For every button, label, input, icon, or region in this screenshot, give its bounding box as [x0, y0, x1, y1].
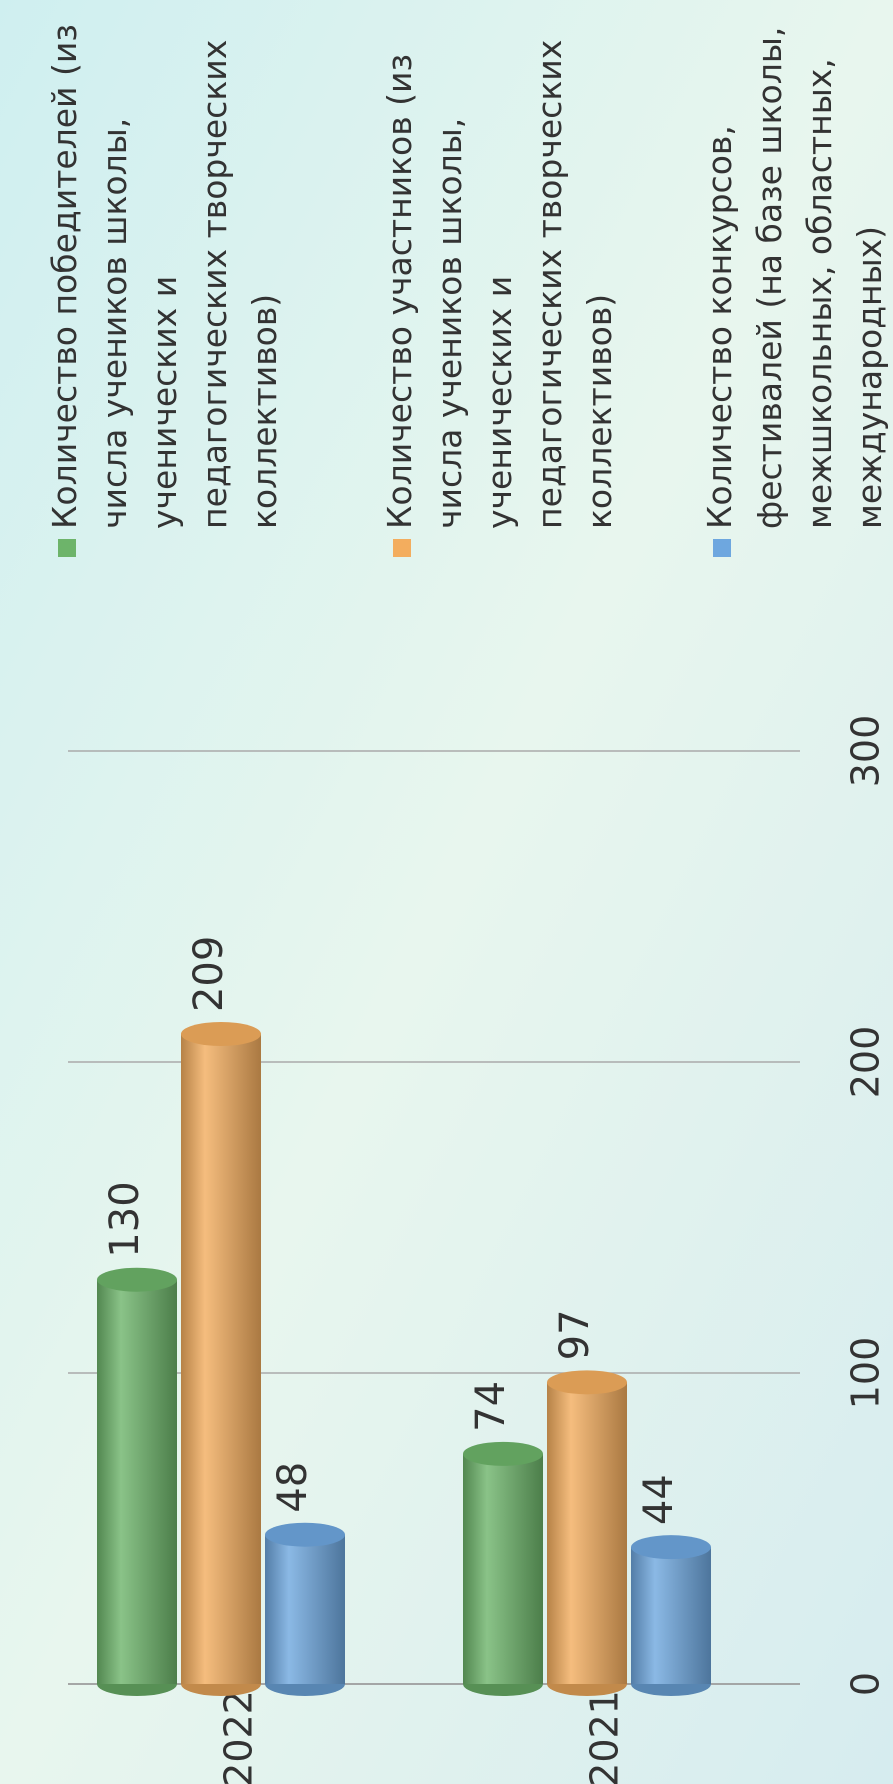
value-label: 48 [270, 1462, 316, 1513]
legend-entry: Количество участников (из числа учеников… [380, 39, 619, 529]
legend-entry: Количество победителей (из числа ученико… [45, 24, 284, 529]
bar [265, 1534, 345, 1684]
bar [631, 1547, 711, 1684]
bar [97, 1279, 177, 1684]
legend-swatch [58, 539, 76, 557]
bar [181, 1034, 261, 1684]
x-tick-label: 100 [844, 1337, 888, 1410]
legend-swatch [393, 539, 411, 557]
value-label: 74 [468, 1381, 514, 1432]
value-label: 44 [636, 1474, 682, 1525]
legend-entry: Количество конкурсов, фестивалей (на баз… [700, 26, 889, 529]
x-tick-label: 300 [844, 715, 888, 788]
value-label: 209 [186, 936, 232, 1012]
bar-cap [463, 1441, 543, 1466]
bar [547, 1382, 627, 1684]
legend-label: Количество победителей (из числа ученико… [45, 24, 284, 529]
bar-cap [631, 1535, 711, 1560]
value-label: 130 [102, 1181, 148, 1257]
legend-swatch [713, 539, 731, 557]
bar-cap [97, 1267, 177, 1292]
x-tick-label: 200 [844, 1026, 888, 1099]
legend-label: Количество конкурсов, фестивалей (на баз… [700, 26, 889, 529]
bar [463, 1453, 543, 1684]
x-tick-label: 0 [844, 1672, 888, 1696]
bar-cap [181, 1022, 261, 1047]
value-label: 97 [552, 1309, 598, 1360]
bar-cap [265, 1522, 345, 1547]
bar-cap [547, 1370, 627, 1395]
legend-label: Количество участников (из числа учеников… [380, 39, 619, 529]
